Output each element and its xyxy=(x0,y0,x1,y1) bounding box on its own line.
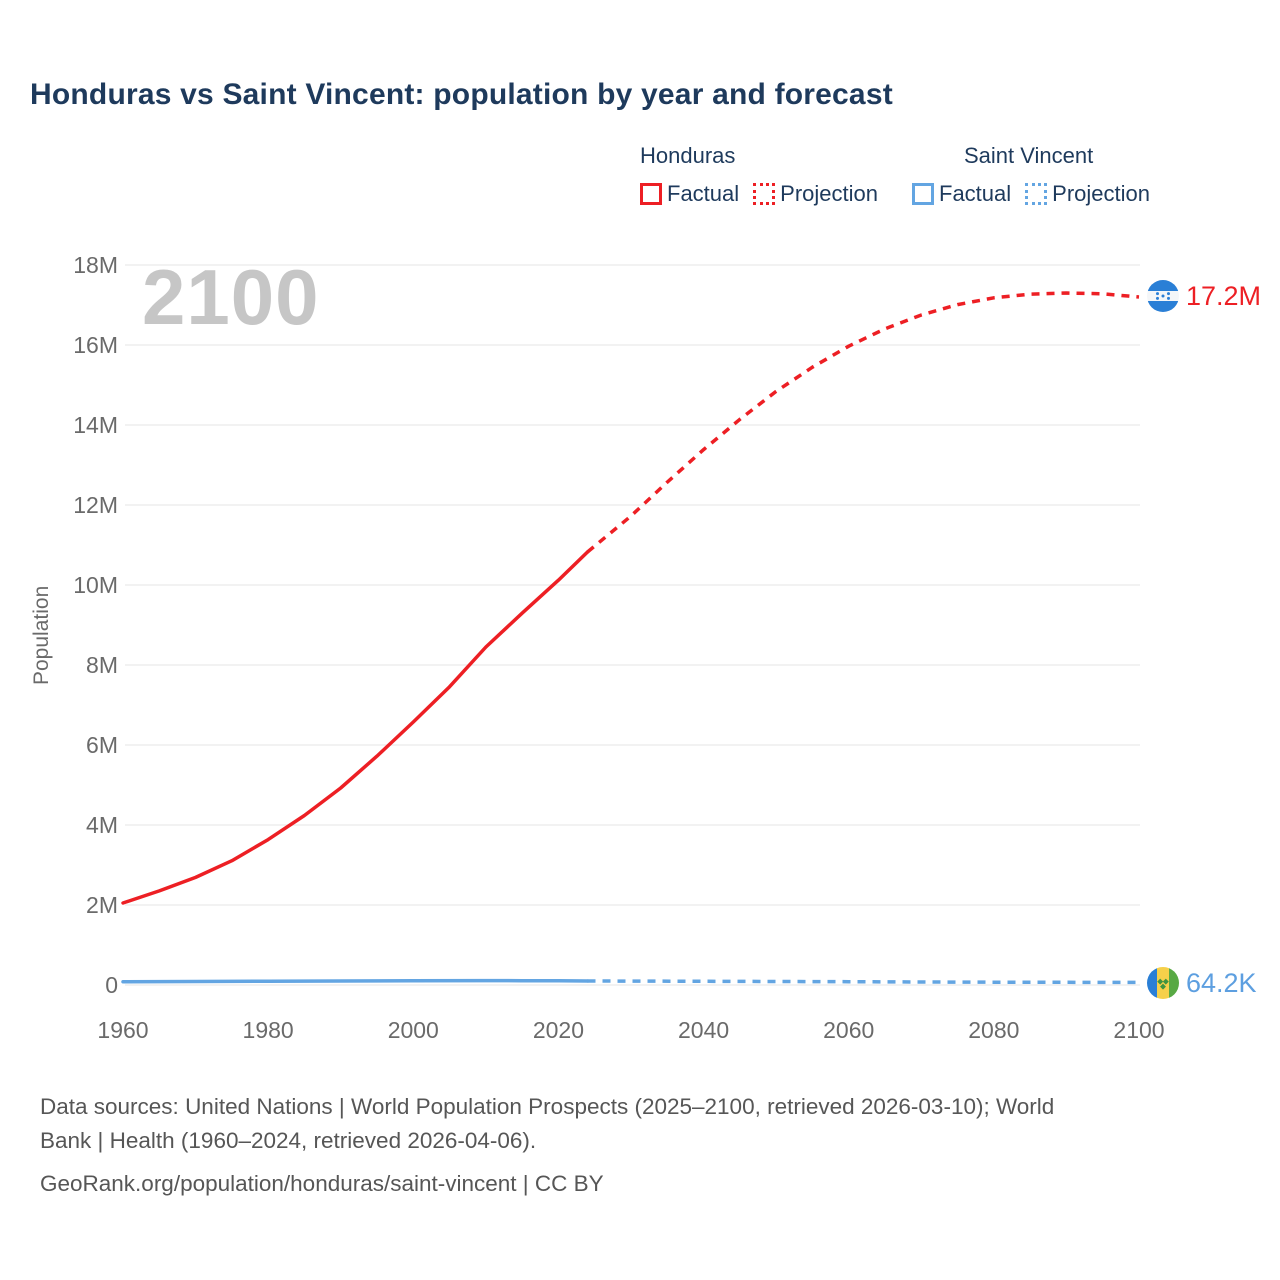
y-tick-label-6M: 6M xyxy=(86,732,118,758)
legend-items-row: Factual Projection xyxy=(640,181,878,207)
legend-items-row: Factual Projection xyxy=(912,181,1150,207)
honduras-end-annotation: 17.2M xyxy=(1147,280,1261,312)
y-tick-label-0: 0 xyxy=(105,972,118,998)
x-tick-label-2000: 2000 xyxy=(388,1017,439,1043)
chart-line-saint-vincent-projection[interactable] xyxy=(587,979,1140,985)
y-axis-title: Population xyxy=(30,585,53,685)
legend-swatch-dotted xyxy=(1025,183,1048,205)
honduras-end-value: 17.2M xyxy=(1186,280,1262,311)
footer: Data sources: United Nations | World Pop… xyxy=(40,1090,1250,1201)
x-tick-label-2060: 2060 xyxy=(823,1017,874,1043)
saint-vincent-end-value: 64.2K xyxy=(1186,967,1257,998)
legend-swatch-solid xyxy=(912,183,934,205)
legend-swatch-dotted xyxy=(753,183,776,205)
legend-group-honduras: Honduras Factual Projection xyxy=(640,143,878,207)
x-tick-label-1960: 1960 xyxy=(97,1017,148,1043)
saint-vincent-end-annotation: 64.2K xyxy=(1147,967,1257,999)
y-tick-label-4M: 4M xyxy=(86,812,118,838)
x-tick-label-2040: 2040 xyxy=(678,1017,729,1043)
page-title: Honduras vs Saint Vincent: population by… xyxy=(30,78,893,111)
x-tick-label-2100: 2100 xyxy=(1113,1017,1164,1043)
legend-swatch-solid xyxy=(640,183,662,205)
y-tick-label-14M: 14M xyxy=(73,412,118,438)
x-tick-label-2020: 2020 xyxy=(533,1017,584,1043)
legend-item-factual[interactable]: Factual xyxy=(640,181,739,207)
chart-line-saint-vincent-factual[interactable] xyxy=(121,978,590,984)
attribution-line: GeoRank.org/population/honduras/saint-vi… xyxy=(40,1171,604,1196)
data-sources-line-1: Data sources: United Nations | World Pop… xyxy=(40,1094,1055,1119)
legend-item-label: Factual xyxy=(667,181,740,206)
legend: Honduras Factual Projection Saint Vincent Fa… xyxy=(640,143,1150,207)
y-tick-label-8M: 8M xyxy=(86,652,118,678)
legend-item-factual[interactable]: Factual xyxy=(912,181,1011,207)
chart-line-honduras-factual[interactable] xyxy=(121,550,590,905)
y-tick-label-18M: 18M xyxy=(73,252,118,278)
data-sources-line-2: Bank | Health (1960–2024, retrieved 2026… xyxy=(40,1128,537,1153)
legend-item-projection[interactable]: Projection xyxy=(1025,181,1150,207)
legend-item-label: Projection xyxy=(780,181,878,206)
x-tick-label-1980: 1980 xyxy=(243,1017,294,1043)
watermark-year: 2100 xyxy=(142,253,320,341)
honduras-flag-icon xyxy=(1147,280,1179,312)
legend-group-title: Honduras xyxy=(640,143,736,168)
x-tick-label-2080: 2080 xyxy=(968,1017,1019,1043)
legend-group-title: Saint Vincent xyxy=(964,143,1094,168)
legend-item-label: Factual xyxy=(939,181,1012,206)
y-tick-label-12M: 12M xyxy=(73,492,118,518)
saint-vincent-flag-icon xyxy=(1147,967,1179,999)
chart-line-honduras-projection[interactable] xyxy=(586,291,1140,554)
y-tick-label-10M: 10M xyxy=(73,572,118,598)
y-tick-label-2M: 2M xyxy=(86,892,118,918)
legend-group-saint-vincent: Saint Vincent Factual Projection xyxy=(912,143,1150,207)
legend-item-projection[interactable]: Projection xyxy=(753,181,878,207)
legend-item-label: Projection xyxy=(1052,181,1150,206)
y-tick-label-16M: 16M xyxy=(73,332,118,358)
